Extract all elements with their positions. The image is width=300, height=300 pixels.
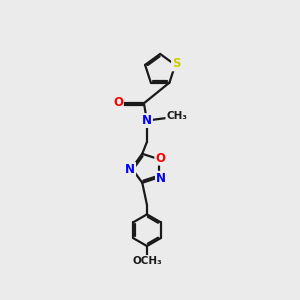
- Text: CH₃: CH₃: [166, 112, 187, 122]
- Text: S: S: [172, 57, 181, 70]
- Text: O: O: [155, 152, 165, 165]
- Text: OCH₃: OCH₃: [132, 256, 162, 266]
- Text: N: N: [156, 172, 166, 185]
- Text: O: O: [113, 96, 123, 110]
- Text: N: N: [142, 114, 152, 127]
- Text: N: N: [125, 163, 135, 176]
